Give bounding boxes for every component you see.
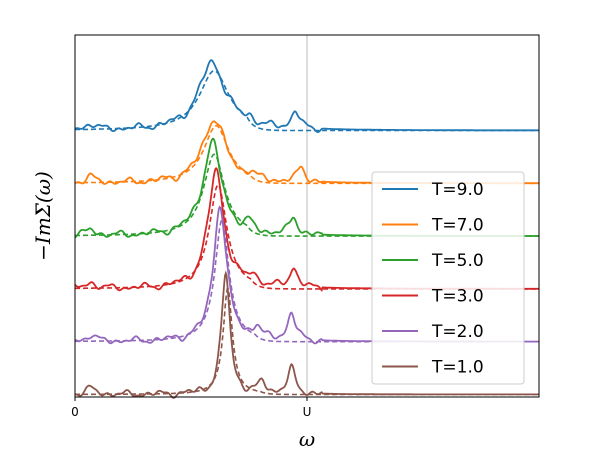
solid-curve-T=9.0 — [74, 59, 539, 134]
x-tick-label: 0 — [71, 405, 79, 419]
legend-label: T=9.0 — [431, 180, 484, 200]
x-axis-label: ω — [299, 427, 315, 451]
legend-label: T=2.0 — [431, 322, 484, 342]
legend-label: T=7.0 — [431, 216, 484, 236]
dashed-curve-T=5.0 — [75, 153, 539, 237]
x-tick-label: U — [303, 405, 312, 419]
legend: T=9.0 T=7.0 T=5.0 T=3.0 T=2.0 T=1.0 — [371, 171, 525, 385]
solid-curve-T=1.0 — [75, 270, 539, 399]
y-axis-label: −ImΣ(ω) — [31, 171, 55, 261]
legend-label: T=5.0 — [431, 251, 484, 271]
plot-area — [74, 34, 540, 398]
legend-box — [371, 171, 525, 385]
legend-label: T=3.0 — [431, 287, 484, 307]
legend-label: T=1.0 — [431, 358, 484, 378]
